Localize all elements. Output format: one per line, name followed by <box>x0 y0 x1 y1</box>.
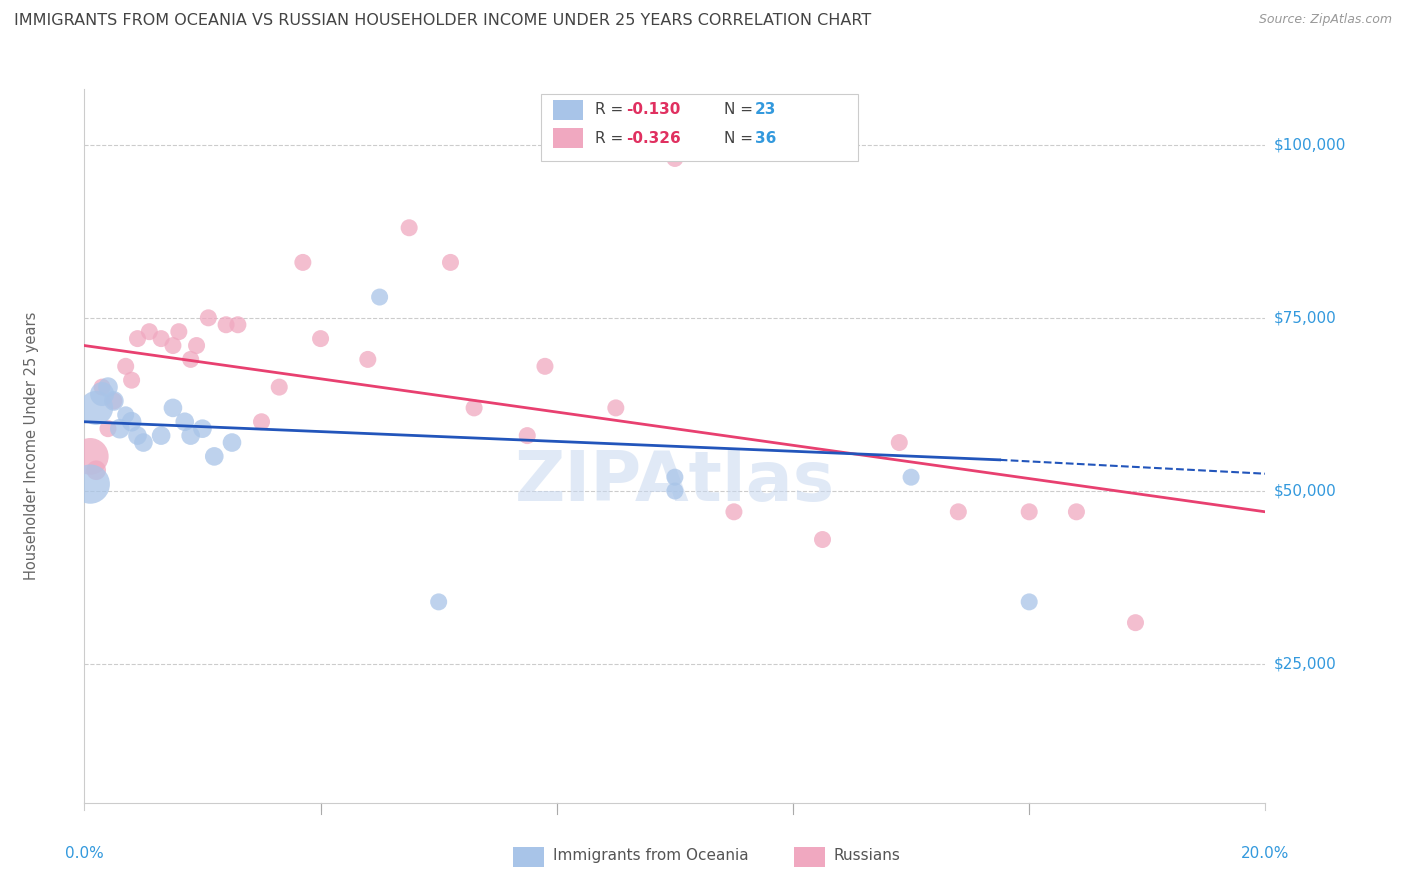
Text: $25,000: $25,000 <box>1274 657 1337 672</box>
Text: $100,000: $100,000 <box>1274 137 1346 153</box>
Text: Source: ZipAtlas.com: Source: ZipAtlas.com <box>1258 13 1392 27</box>
Point <box>180 428 202 442</box>
Point <box>84 401 107 415</box>
Point <box>226 318 249 332</box>
Point <box>664 152 686 166</box>
Point <box>1125 615 1147 630</box>
Point <box>103 394 125 409</box>
Text: Householder Income Under 25 years: Householder Income Under 25 years <box>24 312 39 580</box>
Point <box>127 428 149 442</box>
Point <box>463 401 485 415</box>
Point <box>91 380 114 394</box>
Text: $75,000: $75,000 <box>1274 310 1337 326</box>
Point <box>427 595 450 609</box>
Text: IMMIGRANTS FROM OCEANIA VS RUSSIAN HOUSEHOLDER INCOME UNDER 25 YEARS CORRELATION: IMMIGRANTS FROM OCEANIA VS RUSSIAN HOUSE… <box>14 13 872 29</box>
Point <box>79 477 101 491</box>
Point <box>84 463 107 477</box>
Text: -0.326: -0.326 <box>626 131 681 145</box>
Point <box>1018 595 1040 609</box>
Point <box>202 450 225 464</box>
Point <box>664 470 686 484</box>
Text: ZIPAtlas: ZIPAtlas <box>515 448 835 516</box>
Point <box>948 505 970 519</box>
Text: Immigrants from Oceania: Immigrants from Oceania <box>553 848 748 863</box>
Point <box>291 255 314 269</box>
Point <box>162 401 184 415</box>
Text: -0.130: -0.130 <box>626 103 681 117</box>
Point <box>108 422 131 436</box>
Point <box>132 435 155 450</box>
Point <box>114 359 136 374</box>
Point <box>186 338 208 352</box>
Text: 36: 36 <box>755 131 776 145</box>
Point <box>900 470 922 484</box>
Text: 20.0%: 20.0% <box>1241 846 1289 861</box>
Text: R =: R = <box>595 103 628 117</box>
Point <box>889 435 911 450</box>
Point <box>191 422 214 436</box>
Point <box>97 422 120 436</box>
Point <box>91 387 114 401</box>
Text: 23: 23 <box>755 103 776 117</box>
Point <box>180 352 202 367</box>
Point <box>97 380 120 394</box>
Point <box>269 380 291 394</box>
Point <box>605 401 627 415</box>
Point <box>167 325 190 339</box>
Text: N =: N = <box>724 103 758 117</box>
Text: Russians: Russians <box>834 848 901 863</box>
Point <box>534 359 557 374</box>
Point <box>398 220 420 235</box>
Point <box>121 415 143 429</box>
Point <box>357 352 380 367</box>
Point <box>723 505 745 519</box>
Point <box>250 415 273 429</box>
Point <box>1066 505 1088 519</box>
Text: R =: R = <box>595 131 628 145</box>
Point <box>516 428 538 442</box>
Point <box>138 325 160 339</box>
Point <box>150 428 173 442</box>
Text: 0.0%: 0.0% <box>65 846 104 861</box>
Point <box>173 415 195 429</box>
Point <box>309 332 332 346</box>
Point <box>1018 505 1040 519</box>
Point <box>215 318 238 332</box>
Point <box>221 435 243 450</box>
Point <box>150 332 173 346</box>
Point <box>103 394 125 409</box>
Point <box>79 450 101 464</box>
Text: $50,000: $50,000 <box>1274 483 1337 499</box>
Point <box>114 408 136 422</box>
Point <box>127 332 149 346</box>
Point <box>162 338 184 352</box>
Point <box>197 310 219 325</box>
Text: N =: N = <box>724 131 758 145</box>
Point <box>439 255 461 269</box>
Point <box>664 483 686 498</box>
Point <box>811 533 834 547</box>
Point <box>368 290 391 304</box>
Point <box>121 373 143 387</box>
